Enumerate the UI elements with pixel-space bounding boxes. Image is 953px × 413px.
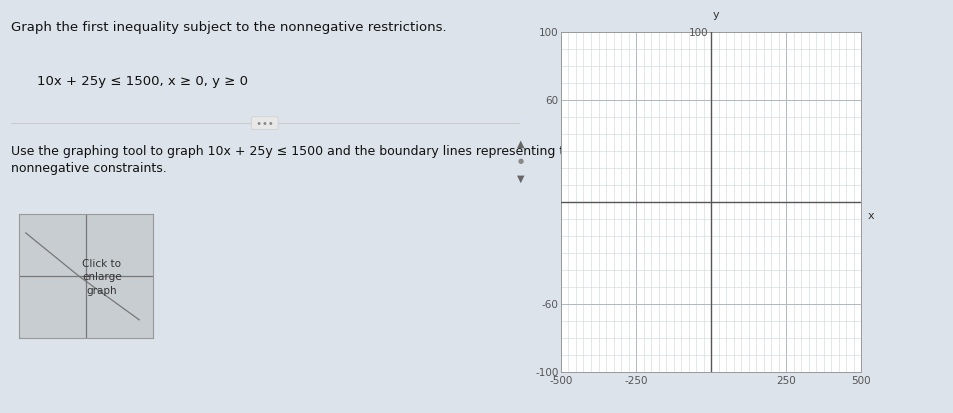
Text: -60: -60 — [541, 299, 558, 309]
Text: Use the graphing tool to graph 10x + 25y ≤ 1500 and the boundary lines represent: Use the graphing tool to graph 10x + 25y… — [10, 145, 578, 174]
Text: -500: -500 — [549, 375, 572, 385]
Text: 100: 100 — [538, 28, 558, 38]
Text: Graph the first inequality subject to the nonnegative restrictions.: Graph the first inequality subject to th… — [10, 21, 446, 33]
Text: -100: -100 — [535, 367, 558, 377]
Text: 60: 60 — [545, 96, 558, 106]
Text: ▲: ▲ — [517, 139, 524, 149]
Text: y: y — [712, 9, 719, 19]
Text: -250: -250 — [623, 375, 647, 385]
Text: Click to
enlarge
graph: Click to enlarge graph — [82, 259, 122, 295]
Text: ▼: ▼ — [517, 173, 524, 183]
Text: •••: ••• — [253, 119, 276, 129]
Text: ●: ● — [517, 158, 523, 164]
Text: x: x — [866, 211, 873, 221]
Text: 100: 100 — [688, 28, 707, 38]
Text: 250: 250 — [776, 375, 796, 385]
Text: 500: 500 — [851, 375, 870, 385]
Text: 10x + 25y ≤ 1500, x ≥ 0, y ≥ 0: 10x + 25y ≤ 1500, x ≥ 0, y ≥ 0 — [37, 74, 248, 87]
